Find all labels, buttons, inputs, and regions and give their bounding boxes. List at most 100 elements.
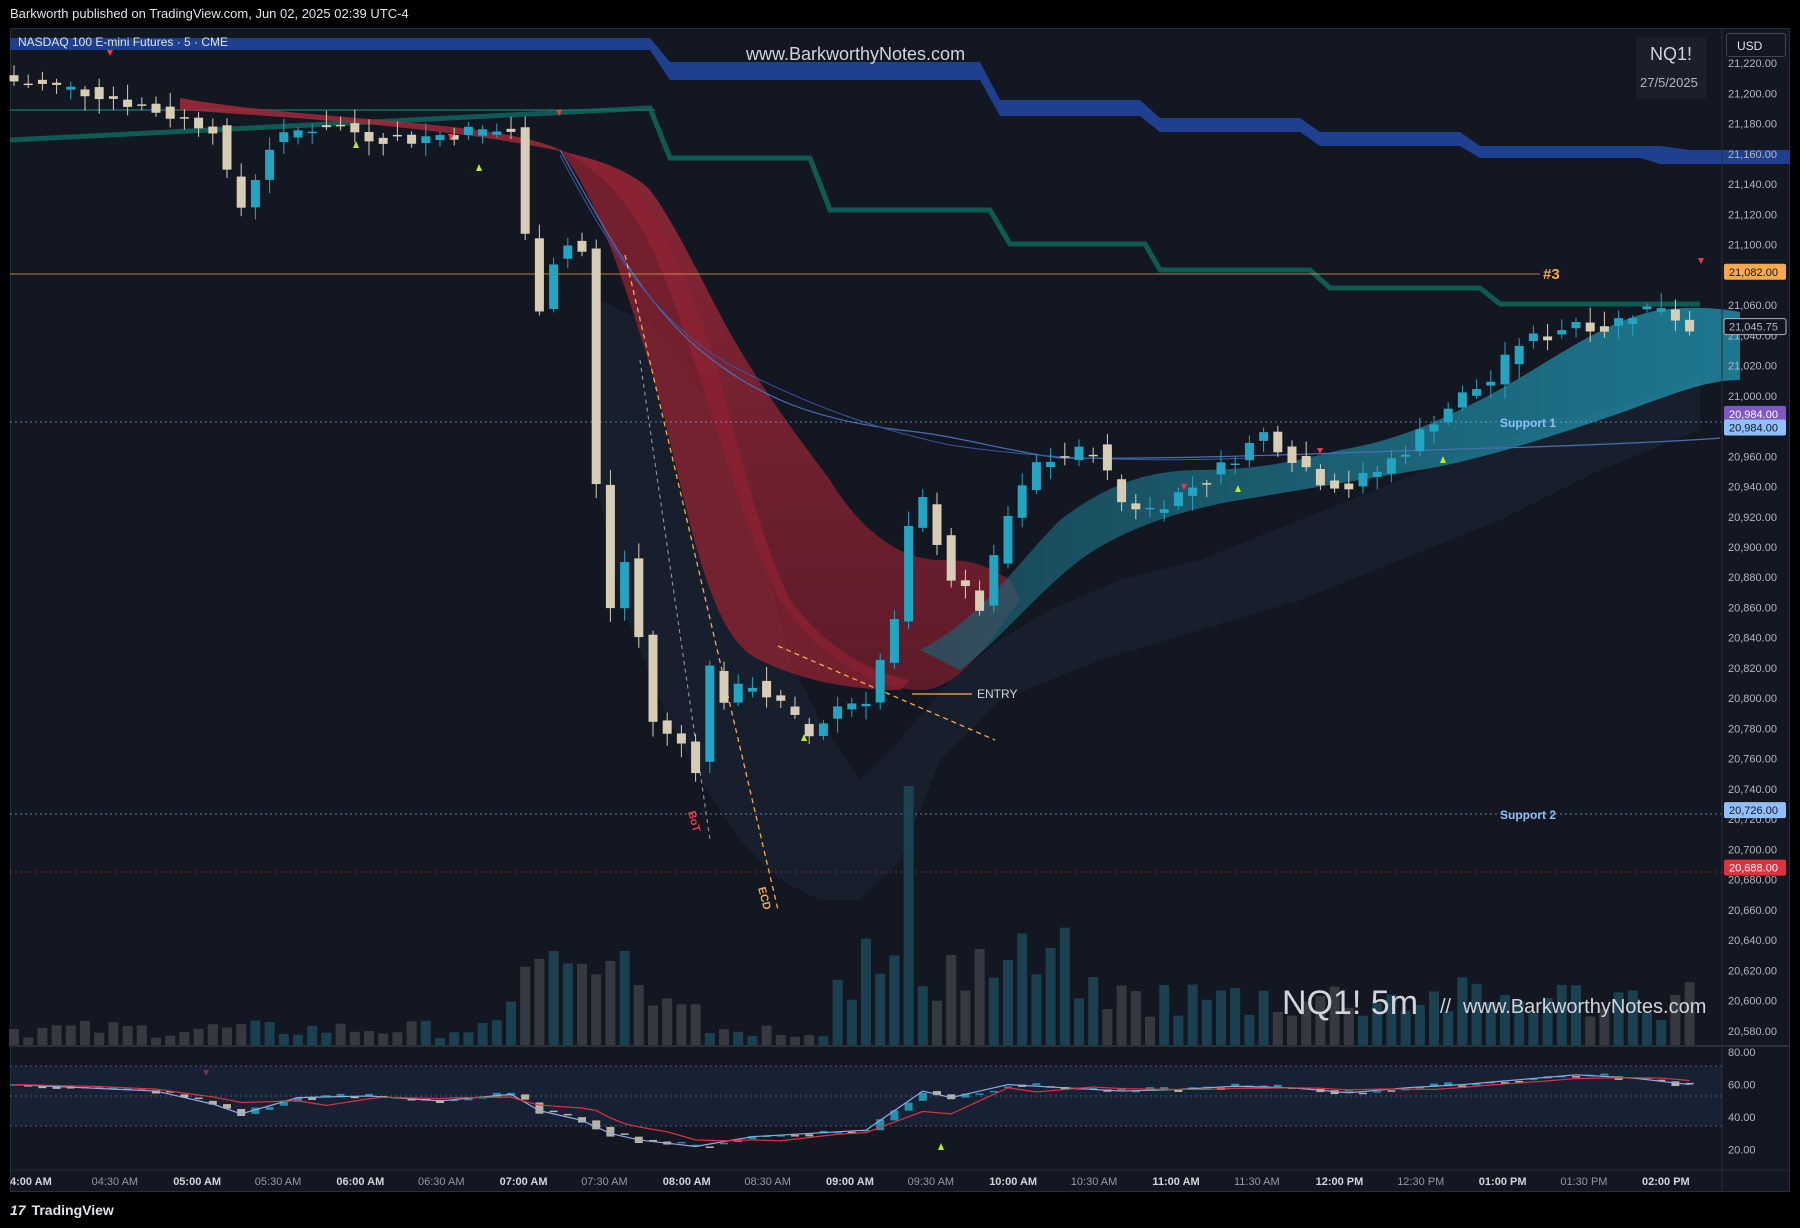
candle-body	[1670, 309, 1680, 321]
time-tick-label: 08:00 AM	[663, 1176, 711, 1188]
time-tick-label: 05:00 AM	[173, 1176, 221, 1188]
candle-body	[733, 683, 743, 703]
volume-bar	[136, 1025, 147, 1046]
volume-bar	[264, 1021, 275, 1046]
price-badge-label: 20,984.00	[1729, 409, 1778, 421]
oscillator-candle	[521, 1094, 530, 1100]
oscillator-candle	[791, 1135, 799, 1137]
volume-bar	[222, 1027, 232, 1046]
price-tick-label: 20,820.00	[1728, 663, 1777, 675]
oscillator-candle	[705, 1146, 714, 1148]
bot-label: BoT	[685, 810, 702, 834]
oscillator-candle	[947, 1094, 956, 1100]
volume-bar	[662, 998, 673, 1046]
price-badge	[1724, 419, 1786, 436]
currency-button[interactable]: USD	[1726, 33, 1786, 57]
volume-bar	[775, 1034, 786, 1046]
time-tick-label: 07:00 AM	[500, 1176, 548, 1188]
support-2-label: Support 2	[1500, 808, 1556, 822]
candle-body	[1372, 471, 1382, 477]
oscillator-candle	[237, 1109, 246, 1116]
time-tick-label: 11:00 AM	[1152, 1176, 1199, 1188]
volume-bar	[1613, 992, 1624, 1046]
volume-bar	[1045, 947, 1056, 1046]
price-badge-label: 20,984.00	[1729, 423, 1778, 435]
oscillator-candle	[1572, 1076, 1580, 1078]
volume-bar	[861, 938, 871, 1046]
volume-bar	[108, 1022, 119, 1046]
oscillator-candle	[1359, 1092, 1367, 1095]
volume-bar	[1500, 994, 1510, 1046]
bull-ribbon	[920, 307, 1740, 670]
candle-body	[932, 504, 942, 545]
oscillator-candle	[166, 1091, 175, 1093]
candle-body	[634, 558, 644, 638]
volume-bar	[37, 1027, 48, 1046]
candle-body	[194, 117, 204, 129]
price-tick-label: 20,620.00	[1728, 965, 1777, 977]
oscillator-candle	[1231, 1083, 1240, 1088]
candle-body	[1514, 345, 1524, 365]
volume-bar	[719, 1029, 729, 1046]
volume-bar	[1556, 984, 1567, 1046]
oscillator-candle	[1174, 1089, 1183, 1092]
candle-body	[151, 103, 161, 113]
price-tick-label: 20,680.00	[1728, 875, 1777, 887]
volume-bar	[1457, 977, 1468, 1046]
candle-body	[975, 590, 985, 611]
volume-bar	[1329, 986, 1340, 1046]
candle-body	[762, 680, 772, 698]
volume-bar	[1585, 1016, 1596, 1046]
volume-bar	[1642, 1012, 1652, 1046]
symbol-description[interactable]: NASDAQ 100 E-mini Futures · 5 · CME	[18, 35, 229, 49]
level-3-label: #3	[1543, 266, 1560, 283]
candle-body	[1060, 456, 1070, 458]
oscillator-candle	[1529, 1078, 1538, 1081]
candle-body	[1273, 431, 1283, 453]
volume-bar	[960, 990, 971, 1046]
bear-ribbon	[180, 98, 1020, 690]
oscillator-candle	[535, 1102, 544, 1114]
oscillator-candle	[592, 1120, 601, 1130]
candle-body	[1173, 492, 1183, 507]
candle-body	[1259, 432, 1269, 441]
oscillator-candle	[833, 1131, 842, 1134]
oscillator-candle	[1401, 1088, 1410, 1091]
candle-body	[407, 134, 417, 144]
volume-bar	[1485, 1002, 1496, 1046]
volume-bar	[704, 1033, 715, 1046]
volume-bar	[520, 966, 531, 1046]
oscillator-candle	[1415, 1086, 1424, 1089]
time-tick-label: 02:00 PM	[1642, 1176, 1690, 1188]
volume-bar	[449, 1032, 460, 1046]
price-tick-label: 21,160.00	[1728, 149, 1777, 161]
volume-bar	[747, 1036, 758, 1046]
volume-bar	[293, 1034, 303, 1046]
volume-bar	[51, 1025, 62, 1046]
oscillator-axis[interactable]: 80.00 60.00 40.00 20.00	[1728, 1047, 1756, 1157]
candle-body	[904, 526, 914, 622]
time-tick-label: 08:30 AM	[744, 1176, 790, 1188]
sell-signal-marker	[1698, 258, 1704, 264]
price-axis[interactable]: 21,220.00 21,200.00 21,180.00 21,160.00 21,1…	[1728, 58, 1777, 1038]
candles	[9, 65, 1695, 782]
volume-bar	[932, 1000, 942, 1046]
volume-bar	[1287, 1015, 1297, 1046]
volume-bar	[1088, 977, 1099, 1046]
candle-body	[719, 670, 729, 703]
oscillator-candle	[1472, 1083, 1481, 1086]
oscillator-candle	[1685, 1082, 1694, 1085]
candle-body	[1528, 333, 1538, 342]
tradingview-brand: TradingView	[31, 1202, 114, 1218]
tradingview-logo[interactable]: 17 TradingView	[10, 1202, 114, 1218]
volume-bar	[1443, 1011, 1454, 1046]
volume-bar	[1372, 1003, 1383, 1046]
time-axis[interactable]: 4:00 AM 04:30 AM 05:00 AM 05:30 AM 06:00 AM 0…	[10, 1176, 1690, 1188]
time-tick-label: 4:00 AM	[10, 1176, 52, 1188]
price-tick-label: 20,760.00	[1728, 754, 1777, 766]
bear-ribbon-inner	[560, 150, 910, 690]
oscillator-candle	[251, 1107, 260, 1114]
oscillator-tick-label: 80.00	[1728, 1047, 1756, 1059]
candle-body	[1074, 446, 1084, 461]
